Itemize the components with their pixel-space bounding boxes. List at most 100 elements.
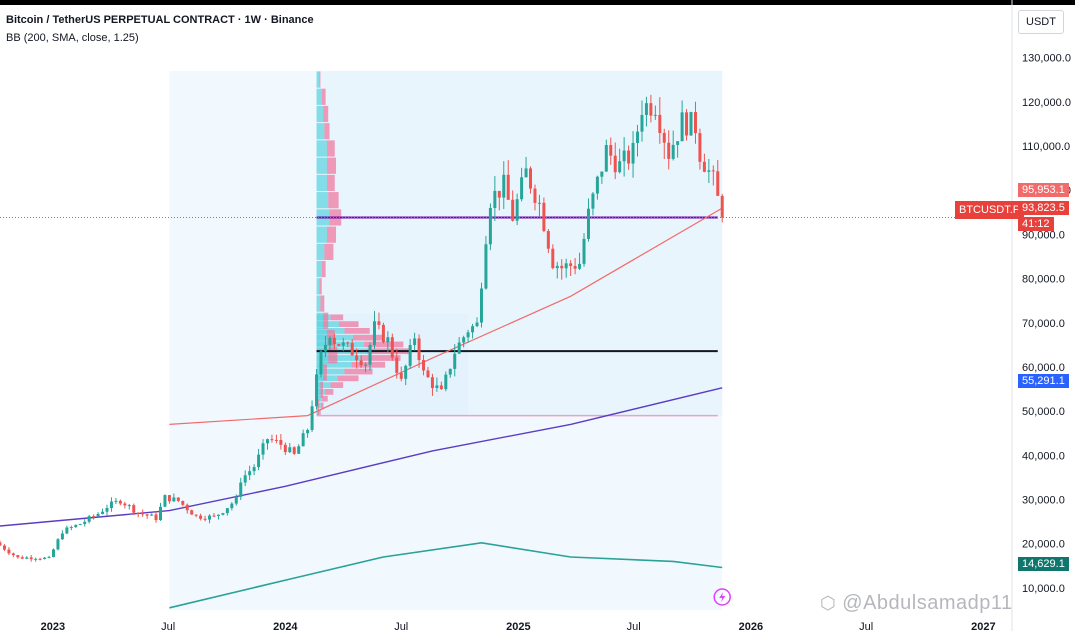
candle-body: [439, 385, 443, 390]
volume-profile-down-row: [364, 341, 404, 348]
candle-body: [163, 495, 167, 507]
candle-body: [297, 446, 301, 454]
volume-profile-down-row: [326, 226, 337, 243]
candle-body: [221, 513, 225, 515]
lightning-icon-bolt: [719, 592, 726, 602]
candle-body: [154, 514, 158, 521]
bb-upper-band-line: [169, 207, 723, 425]
candle-body: [529, 168, 533, 189]
candle-body: [11, 553, 15, 556]
candle-body: [208, 515, 212, 520]
x-tick-label: Jul: [859, 621, 873, 631]
candle-body: [422, 360, 426, 371]
volume-profile-up-row: [316, 312, 324, 329]
candle-body: [359, 360, 363, 366]
candle-body: [87, 516, 91, 522]
candle-body: [306, 429, 310, 434]
volume-profile-down-row: [323, 105, 329, 123]
x-tick-label: Jul: [161, 621, 175, 631]
volume-profile-up-row: [316, 398, 318, 416]
currency-unit-button[interactable]: USDT: [1018, 10, 1064, 34]
candle-body: [16, 555, 20, 558]
candle-body: [484, 244, 488, 289]
candle-body: [381, 324, 385, 343]
volume-profile-up-row: [316, 375, 338, 382]
candle-body: [546, 231, 550, 249]
candle-body: [69, 527, 73, 529]
candle-body: [618, 161, 622, 173]
candle-body: [56, 539, 60, 550]
candle-body: [78, 524, 82, 526]
candle-body: [716, 171, 720, 196]
x-tick-label: Jul: [394, 621, 408, 631]
volume-profile-down-row: [324, 243, 334, 260]
candle-body: [341, 342, 345, 346]
candle-body: [83, 521, 87, 525]
bar-countdown-badge: 41:12: [1018, 217, 1054, 231]
volume-profile-up-row: [316, 329, 327, 347]
candle-body: [150, 514, 154, 516]
y-tick-label: 60,000.0: [1022, 362, 1065, 374]
volume-profile-down-row: [326, 157, 337, 174]
candle-body: [488, 207, 492, 245]
candle-body: [667, 142, 671, 159]
candle-body: [515, 199, 519, 221]
candles-group: [0, 94, 724, 562]
volume-profile-up-row: [316, 243, 325, 260]
candle-body: [502, 174, 506, 198]
candle-body: [390, 337, 394, 358]
candle-body: [475, 322, 479, 327]
candle-body: [435, 385, 439, 389]
candle-body: [92, 516, 96, 518]
lightning-icon-ring: [713, 588, 731, 606]
volume-profile-down-row: [330, 314, 344, 321]
top-bar: [0, 0, 1075, 5]
candle-body: [408, 345, 412, 366]
candle-body: [332, 337, 336, 345]
candle-body: [533, 188, 537, 203]
volume-profile-down-row: [323, 364, 327, 381]
candle-body: [114, 500, 118, 502]
candle-body: [234, 496, 238, 504]
volume-profile-up-row: [316, 88, 322, 105]
candle-body: [372, 321, 376, 345]
candle-body: [328, 337, 332, 345]
candle-body: [270, 439, 274, 441]
volume-profile-up-row: [316, 295, 321, 312]
x-tick-label: 2023: [41, 621, 65, 631]
candle-body: [457, 342, 461, 354]
candle-body: [609, 145, 613, 156]
candle-body: [698, 133, 702, 162]
candle-body: [194, 514, 198, 516]
candle-body: [622, 150, 626, 162]
x-tick-label: 2026: [739, 621, 763, 631]
candle-body: [600, 171, 604, 177]
candle-body: [520, 177, 524, 200]
chart-title: Bitcoin / TetherUS PERPETUAL CONTRACT · …: [6, 14, 314, 26]
candle-body: [243, 475, 247, 483]
candle-body: [203, 518, 207, 520]
volume-profile-down-row: [319, 278, 322, 295]
volume-profile-down-row: [326, 140, 335, 157]
candle-body: [573, 265, 577, 269]
candle-body: [658, 114, 662, 133]
candle-body: [29, 557, 33, 560]
candle-body: [368, 344, 372, 365]
volume-profile-down-row: [344, 368, 373, 375]
candle-body: [511, 199, 515, 221]
y-tick-label: 120,000.0: [1022, 97, 1071, 109]
candle-body: [497, 190, 501, 198]
candle-body: [399, 372, 403, 379]
y-tick-label: 70,000.0: [1022, 318, 1065, 330]
candle-body: [453, 353, 457, 369]
volume-profile-down-row: [352, 334, 384, 341]
volume-profile-up-row: [316, 260, 322, 278]
candle-body: [25, 557, 29, 559]
candle-body: [702, 161, 706, 172]
candle-body: [636, 131, 640, 143]
candle-body: [417, 338, 421, 361]
y-tick-label: 10,000.0: [1022, 583, 1065, 595]
indicator-legend[interactable]: BB (200, SMA, close, 1.25): [6, 32, 139, 44]
volume-profile-up-row: [316, 381, 321, 398]
